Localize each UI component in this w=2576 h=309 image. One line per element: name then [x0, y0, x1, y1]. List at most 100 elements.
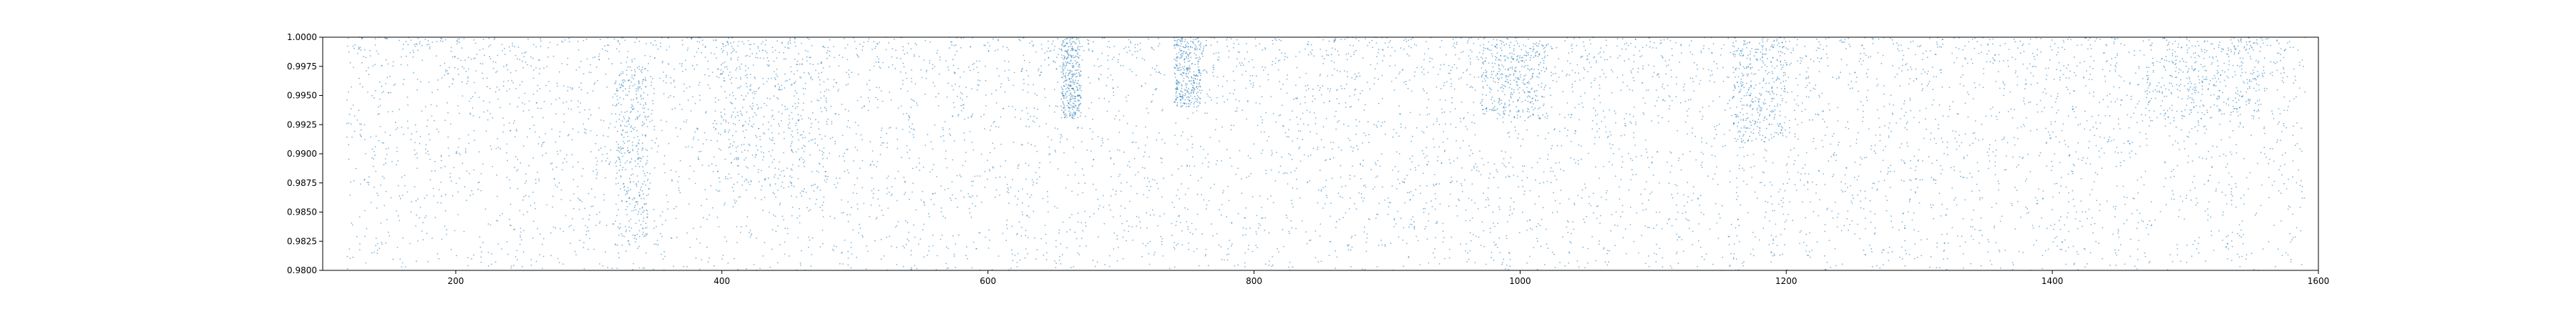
data-point: [1536, 225, 1538, 227]
data-point: [2023, 124, 2024, 126]
data-point: [1252, 74, 1254, 77]
data-point: [1550, 94, 1552, 97]
data-point: [1496, 243, 1497, 245]
data-point: [834, 57, 835, 59]
data-point: [686, 119, 688, 121]
data-point: [1267, 79, 1269, 81]
data-point: [896, 57, 898, 59]
data-point: [547, 57, 549, 58]
data-point: [794, 107, 796, 109]
data-point: [1360, 164, 1362, 166]
data-point: [1239, 149, 1241, 152]
data-point: [1498, 208, 1501, 210]
data-point: [628, 220, 630, 222]
data-point: [616, 244, 618, 246]
data-point: [1462, 51, 1464, 53]
data-point: [1818, 170, 1820, 172]
data-point: [1743, 42, 1745, 44]
data-point: [896, 200, 898, 202]
data-point: [748, 117, 751, 119]
data-point: [1461, 167, 1463, 169]
data-point: [830, 105, 832, 107]
data-point: [1777, 191, 1780, 193]
data-point: [512, 45, 514, 46]
data-point: [1786, 269, 1788, 270]
data-point: [1738, 240, 1740, 242]
data-point: [974, 175, 976, 177]
data-point: [1384, 245, 1386, 247]
data-point: [1979, 230, 1980, 232]
data-point: [777, 84, 779, 85]
data-point: [1161, 238, 1163, 240]
data-point: [1144, 151, 1146, 153]
data-point: [1066, 231, 1068, 233]
data-point: [1849, 224, 1850, 225]
data-point: [1158, 71, 1161, 73]
data-point: [1753, 55, 1755, 57]
data-point: [547, 46, 550, 49]
data-point: [421, 230, 423, 232]
data-point: [1528, 220, 1531, 221]
data-point: [1543, 52, 1546, 54]
data-point: [1719, 54, 1722, 56]
data-point: [1670, 69, 1672, 71]
data-point: [556, 82, 558, 84]
data-point: [368, 184, 370, 186]
data-point: [2218, 108, 2220, 110]
data-point: [1913, 117, 1915, 119]
data-point: [1870, 210, 1872, 212]
data-point: [1218, 59, 1220, 61]
data-point: [1044, 225, 1046, 226]
data-point: [1405, 84, 1407, 85]
data-point: [912, 167, 914, 170]
data-point: [1463, 72, 1464, 74]
data-point: [608, 58, 610, 59]
data-point: [2036, 240, 2037, 242]
data-point: [633, 263, 635, 265]
data-point: [1826, 126, 1828, 128]
data-point: [2173, 198, 2175, 200]
data-point: [1609, 56, 1611, 58]
data-point: [1407, 257, 1410, 259]
data-point: [1578, 72, 1579, 74]
data-point: [1375, 68, 1376, 70]
data-point: [556, 186, 558, 188]
data-point: [660, 42, 661, 44]
data-point: [1718, 123, 1720, 125]
data-point: [1846, 217, 1848, 220]
data-point: [394, 83, 396, 85]
data-point: [595, 157, 597, 159]
data-point: [797, 237, 799, 239]
data-point: [2051, 160, 2053, 162]
data-point: [1827, 207, 1829, 210]
data-point: [1304, 48, 1306, 50]
data-point: [1453, 38, 1454, 40]
data-point: [1582, 246, 1584, 248]
data-point: [1928, 80, 1931, 82]
data-point: [1871, 250, 1873, 252]
data-point: [1868, 128, 1870, 130]
data-point: [1653, 227, 1654, 230]
data-point: [2096, 200, 2097, 202]
data-point: [1455, 67, 1458, 69]
data-point: [891, 186, 893, 187]
data-point: [1040, 44, 1043, 46]
data-point: [1199, 74, 1201, 77]
data-point: [2150, 44, 2151, 46]
data-point: [1692, 230, 1694, 232]
data-point: [1176, 195, 1178, 197]
data-point: [1425, 147, 1428, 149]
data-point: [1496, 171, 1498, 173]
data-point: [610, 149, 612, 151]
data-point: [1095, 189, 1097, 191]
data-point: [2070, 39, 2072, 41]
data-point: [2167, 44, 2170, 45]
data-point: [1176, 220, 1178, 222]
data-point: [723, 119, 725, 121]
data-point: [789, 255, 790, 257]
data-point: [2176, 84, 2177, 86]
data-point: [1349, 175, 1351, 177]
data-point: [1739, 147, 1741, 149]
data-point: [1986, 53, 1988, 55]
data-point: [955, 243, 957, 245]
